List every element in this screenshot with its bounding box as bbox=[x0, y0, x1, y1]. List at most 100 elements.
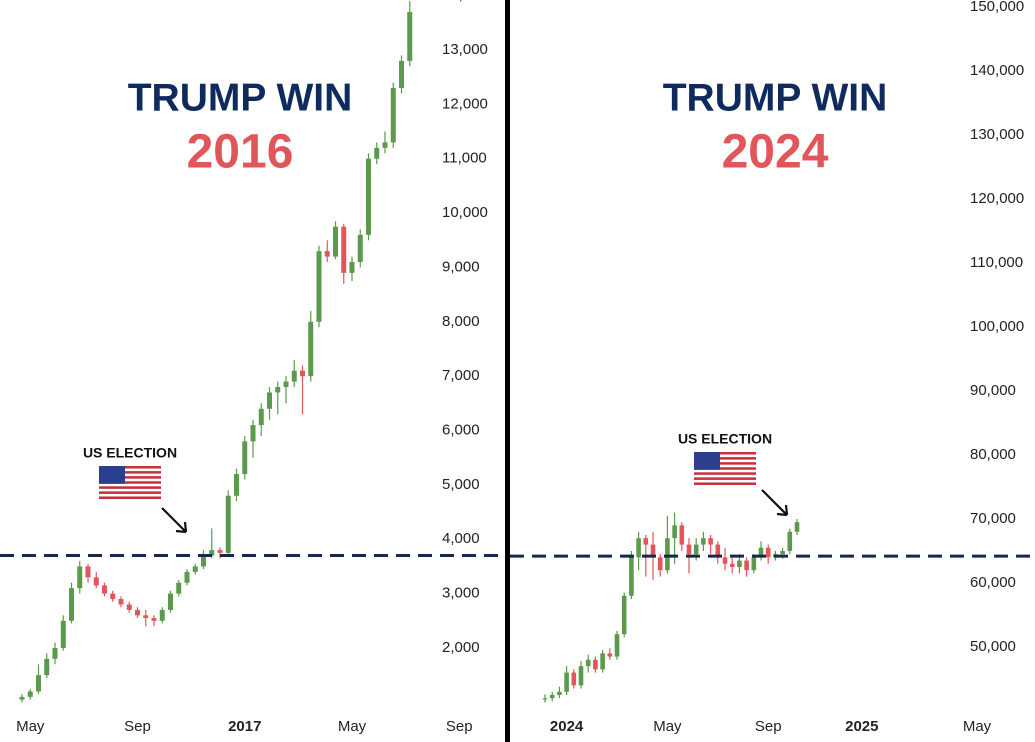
candle-body bbox=[650, 544, 656, 558]
candle-body bbox=[564, 672, 569, 692]
candle-body bbox=[686, 544, 692, 555]
candle-body bbox=[744, 560, 749, 571]
candle-body bbox=[258, 408, 264, 426]
chart-title: TRUMP WIN bbox=[663, 76, 888, 119]
candle-body bbox=[201, 555, 206, 567]
y-tick-label: 140,000 bbox=[970, 62, 1024, 79]
candle-body bbox=[374, 147, 380, 159]
candle-body bbox=[77, 566, 83, 589]
candle-body bbox=[794, 522, 800, 532]
candle-body bbox=[407, 11, 413, 61]
x-tick-label: May bbox=[963, 718, 992, 735]
candle-body bbox=[693, 544, 699, 555]
candle-body bbox=[679, 525, 685, 545]
y-tick-label: 9,000 bbox=[442, 258, 480, 275]
candle-body bbox=[390, 88, 396, 143]
candle-body bbox=[701, 538, 706, 545]
x-tick-label: 2024 bbox=[550, 718, 584, 735]
candle-body bbox=[643, 538, 649, 545]
candle-body bbox=[737, 560, 742, 567]
y-tick-label: 110,000 bbox=[970, 254, 1023, 271]
candle-body bbox=[708, 538, 713, 545]
x-tick-label: May bbox=[338, 718, 367, 735]
y-tick-label: 11,000 bbox=[442, 150, 487, 167]
candle-body bbox=[366, 158, 371, 235]
candle-body bbox=[143, 615, 149, 619]
candle-body bbox=[549, 694, 555, 699]
candle-body bbox=[665, 538, 670, 571]
candle-body bbox=[151, 618, 157, 621]
candle-body bbox=[324, 251, 330, 257]
us-flag bbox=[694, 452, 756, 485]
candle-body bbox=[333, 226, 338, 257]
candle-body bbox=[672, 525, 677, 539]
candle-body bbox=[192, 566, 198, 572]
y-tick-label: 70,000 bbox=[970, 510, 1016, 527]
x-tick-label: May bbox=[653, 718, 682, 735]
candle-body bbox=[85, 566, 91, 578]
chart-subtitle: 2024 bbox=[722, 126, 829, 179]
candle-body bbox=[275, 387, 281, 393]
y-tick-label: 4,000 bbox=[442, 530, 480, 547]
candle-body bbox=[250, 425, 256, 442]
candle-body bbox=[176, 582, 182, 594]
y-tick-label: 12,000 bbox=[442, 95, 488, 112]
candle-body bbox=[225, 495, 231, 553]
candle-body bbox=[291, 370, 297, 382]
candle-body bbox=[557, 691, 562, 695]
y-tick-label: 150,000 bbox=[970, 0, 1024, 15]
y-tick-label: 50,000 bbox=[970, 638, 1016, 655]
chart-title: TRUMP WIN bbox=[128, 76, 353, 119]
candle-body bbox=[110, 593, 116, 600]
candle-body bbox=[349, 262, 355, 273]
y-tick-label: 8,000 bbox=[442, 313, 480, 330]
candle-body bbox=[357, 234, 363, 263]
candle-body bbox=[787, 531, 793, 551]
annotation: US ELECTION bbox=[678, 431, 772, 447]
candle-body bbox=[242, 441, 248, 475]
y-tick-label: 6,000 bbox=[442, 421, 480, 438]
candle-body bbox=[93, 577, 99, 586]
candle-body bbox=[267, 392, 272, 409]
y-tick-label: 7,000 bbox=[442, 367, 480, 384]
x-tick-label: May bbox=[16, 718, 45, 735]
arrow bbox=[161, 507, 188, 534]
x-tick-label: Sep bbox=[446, 718, 473, 735]
candle-body bbox=[308, 321, 314, 377]
y-tick-label: 2,000 bbox=[442, 639, 480, 656]
x-tick-label: Sep bbox=[755, 718, 782, 735]
divider bbox=[505, 0, 510, 742]
x-tick-label: 2025 bbox=[845, 718, 878, 735]
candle-body bbox=[722, 557, 728, 564]
chart-subtitle: 2016 bbox=[187, 126, 294, 179]
candle-body bbox=[621, 595, 627, 635]
candle-body bbox=[44, 658, 50, 676]
candle-body bbox=[629, 557, 634, 596]
candle-body bbox=[159, 609, 165, 621]
candle-body bbox=[614, 634, 620, 657]
x-tick-label: 2017 bbox=[228, 718, 261, 735]
y-tick-label: 80,000 bbox=[970, 446, 1016, 463]
y-tick-label: 130,000 bbox=[970, 126, 1024, 143]
candle-body bbox=[217, 550, 223, 553]
candle-body bbox=[636, 538, 641, 558]
candle-body bbox=[19, 696, 25, 700]
candle-body bbox=[52, 647, 58, 659]
candle-body bbox=[765, 547, 771, 558]
annotation: US ELECTION bbox=[83, 445, 177, 461]
x-tick-label: Sep bbox=[124, 718, 151, 735]
candle-body bbox=[657, 557, 663, 571]
candle-body bbox=[126, 604, 132, 610]
y-tick-label: 13,000 bbox=[442, 41, 488, 58]
y-tick-label: 5,000 bbox=[442, 476, 480, 493]
candle-body bbox=[27, 691, 33, 697]
y-tick-label: 3,000 bbox=[442, 585, 480, 602]
candle-body bbox=[316, 251, 322, 322]
candle-body bbox=[60, 620, 66, 648]
candle-body bbox=[341, 226, 347, 273]
candle-body bbox=[184, 571, 190, 583]
y-tick-label: 100,000 bbox=[970, 318, 1024, 335]
y-tick-label: 90,000 bbox=[970, 382, 1016, 399]
us-flag bbox=[99, 466, 161, 499]
